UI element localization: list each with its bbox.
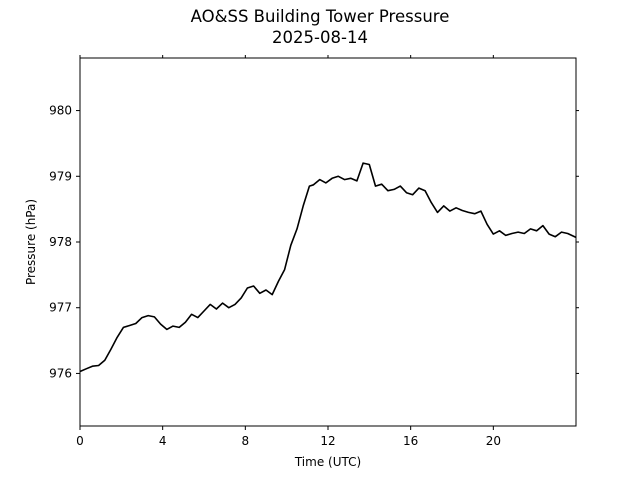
y-axis-ticks: 976 977 978 979 980 (49, 104, 579, 380)
pressure-line (79, 162, 577, 373)
y-tick-label: 980 (49, 104, 72, 118)
y-axis-label: Pressure (hPa) (24, 199, 38, 285)
x-tick-label: 0 (76, 434, 84, 448)
x-axis-label: Time (UTC) (294, 455, 361, 469)
series-group (79, 162, 577, 373)
x-tick-label: 16 (403, 434, 418, 448)
chart-title: AO&SS Building Tower Pressure (190, 7, 450, 26)
chart-subtitle: 2025-08-14 (272, 28, 368, 47)
y-tick-label: 978 (49, 235, 72, 249)
x-tick-label: 4 (159, 434, 167, 448)
y-tick-label: 977 (49, 301, 72, 315)
x-tick-label: 20 (486, 434, 501, 448)
y-tick-label: 979 (49, 169, 72, 183)
y-tick-label: 976 (49, 366, 72, 380)
x-tick-label: 12 (320, 434, 335, 448)
x-axis-ticks: 0 4 8 12 16 20 (76, 55, 501, 448)
x-tick-label: 8 (242, 434, 250, 448)
plot-frame (79, 57, 577, 427)
